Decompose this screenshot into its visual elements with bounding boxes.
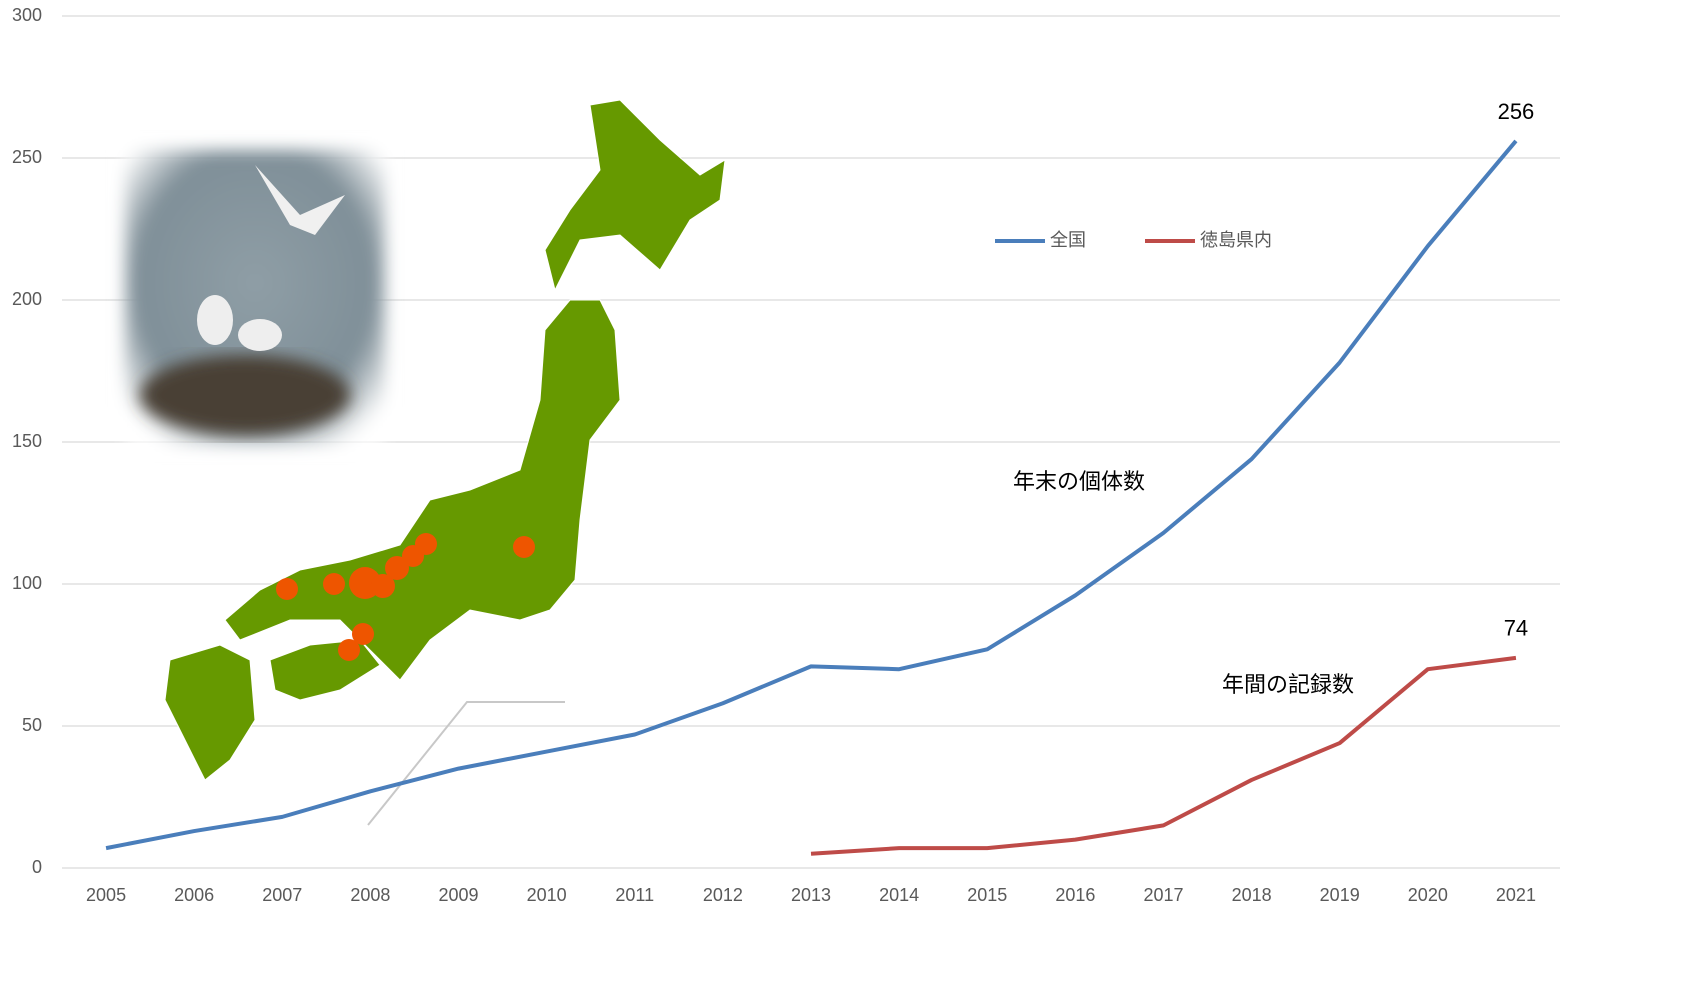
y-tick-label: 50 — [22, 715, 42, 735]
x-tick-label: 2005 — [86, 885, 126, 905]
x-tick-label: 2008 — [350, 885, 390, 905]
x-tick-label: 2016 — [1055, 885, 1095, 905]
y-tick-label: 300 — [12, 5, 42, 25]
x-tick-label: 2018 — [1232, 885, 1272, 905]
map-dots — [276, 533, 535, 661]
y-tick-label: 250 — [12, 147, 42, 167]
x-tick-label: 2015 — [967, 885, 1007, 905]
annotation: 年間の記録数 — [1222, 672, 1354, 697]
annotation: 年末の個体数 — [1013, 469, 1145, 494]
data-label: 74 — [1504, 616, 1528, 641]
x-tick-label: 2011 — [615, 885, 654, 905]
series-line — [105, 139, 1518, 851]
leader-line — [367, 701, 565, 826]
data-label: 256 — [1498, 99, 1535, 124]
y-tick-label: 0 — [32, 857, 42, 877]
x-tick-label: 2021 — [1496, 885, 1536, 905]
x-tick-label: 2014 — [879, 885, 919, 905]
x-tick-label: 2009 — [439, 885, 479, 905]
y-tick-label: 150 — [12, 431, 42, 451]
y-tick-label: 100 — [12, 573, 42, 593]
x-tick-label: 2019 — [1320, 885, 1360, 905]
x-tick-label: 2006 — [174, 885, 214, 905]
series-line — [810, 655, 1517, 856]
x-tick-label: 2012 — [703, 885, 743, 905]
legend-label: 全国 — [1050, 230, 1086, 250]
x-tick-label: 2010 — [527, 885, 567, 905]
x-tick-label: 2020 — [1408, 885, 1448, 905]
legend-label: 徳島県内 — [1200, 230, 1272, 250]
photo — [125, 150, 385, 445]
y-tick-label: 200 — [12, 289, 42, 309]
x-tick-label: 2017 — [1143, 885, 1183, 905]
x-tick-label: 2007 — [262, 885, 302, 905]
x-tick-label: 2013 — [791, 885, 831, 905]
